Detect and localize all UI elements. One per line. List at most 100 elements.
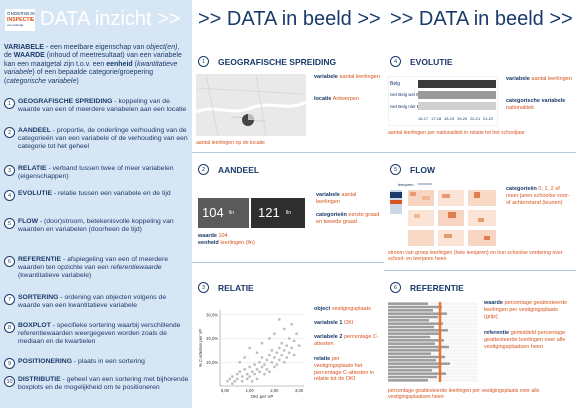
label-key: categorische variabele [506, 98, 566, 104]
card-separator [384, 152, 576, 153]
card-title-relatie: RELATIE [218, 283, 254, 293]
card-number-badge: 1 [198, 56, 209, 67]
scatter-point [245, 377, 249, 381]
aandeel-label-4: eenheid leerlingen (lln) [198, 240, 308, 247]
referentie-row-bg [388, 369, 478, 372]
label-key: waarde [484, 300, 503, 306]
flow-caption: stroom van groep leerlingen (hele leerja… [388, 250, 563, 263]
y-axis-label: % C-attesten per VP [198, 329, 203, 367]
column3-title: >> DATA in beeld >> [390, 8, 573, 30]
referentie-caption: percentage geattesteerde leerlingen per … [388, 388, 540, 401]
card-separator [192, 152, 384, 153]
evolutie-col-label: 18-19 [444, 116, 455, 121]
label-key: referentie [484, 330, 510, 336]
referentie-row-bg [388, 302, 478, 305]
evolutie-col-label: 20-21 [470, 116, 481, 121]
y-tick-label: 20,0% [206, 336, 218, 341]
scatter-point [277, 318, 281, 321]
referentie-bar [388, 349, 440, 352]
referentie-bar [388, 319, 429, 322]
label-value: aantal leerlingen [529, 76, 572, 82]
number-badge: 9 [4, 358, 15, 369]
definition-text: - verband tussen twee of meer variabelen… [18, 165, 174, 181]
number-badge: 10 [4, 376, 15, 387]
definition-text: - specifieke sortering waarbij verschill… [18, 322, 181, 346]
column2-title: >> DATA in beeld >> [198, 8, 381, 30]
definition-text: - plaats in een sortering [72, 358, 145, 365]
intro-paragraph: VARIABELE - een meetbare eigenschap van … [4, 44, 188, 86]
card-title-flow: FLOW [410, 165, 436, 175]
scatter-point [263, 372, 266, 376]
label-key: eenheid [198, 240, 219, 246]
aandeel-value-2: 121 [258, 205, 280, 220]
label-key: relatie [314, 356, 331, 362]
label-key: categorieën [316, 212, 347, 218]
aandeel-unit-2: lln [286, 210, 292, 216]
label-value: 104 [216, 233, 228, 239]
column-data-in-beeld-1: >> DATA in beeld >> 1 GEOGRAFISCHE SPREI… [192, 0, 384, 408]
scatter-point [270, 348, 274, 352]
scatter-point [290, 322, 294, 326]
scatter-point [243, 367, 247, 371]
scatter-point [253, 363, 256, 367]
scatter-point [260, 341, 264, 345]
definition-term: REFERENTIE [18, 256, 62, 263]
scatter-point [226, 379, 229, 383]
label-value: OKI [342, 320, 354, 326]
referentie-bar [388, 345, 449, 349]
scatter-point [260, 356, 264, 359]
scatter-point [258, 370, 261, 374]
number-badge: 5 [4, 218, 15, 229]
relatie-label-4: relatie per vestigingsplaats het percent… [314, 356, 380, 383]
scatter-point [263, 363, 266, 367]
referentie-bar [388, 322, 443, 325]
label-value: nationaliteit [506, 104, 534, 111]
card-number-badge: 5 [390, 164, 401, 175]
scatter-point [258, 360, 261, 364]
definition-text: - geheel van een sortering met bijhorend… [18, 376, 189, 392]
number-badge: 4 [4, 190, 15, 201]
evolutie-row-label: niet Belg niet EU [390, 104, 423, 109]
definition-text: - (door)stroom, betekenisvolle koppeling… [18, 218, 174, 234]
definition-text: - ordening van objecten volgens de waard… [18, 294, 167, 310]
scatter-point [255, 351, 259, 355]
scatter-point [268, 337, 271, 340]
evolutie-col-label: 19-20 [457, 116, 468, 121]
referentie-bar [388, 302, 428, 305]
logo-line1: ONDERWIJS [7, 11, 36, 16]
scatter-point [272, 365, 276, 369]
card-separator [192, 262, 384, 263]
referentie-bar [388, 365, 441, 369]
scatter-point [265, 358, 269, 362]
referentie-bar [388, 355, 445, 359]
inspectie-logo: ONDERWIJS INSPECTIE ocw onderwijs [5, 9, 35, 31]
referentie-bar [388, 352, 431, 355]
scatter-point [268, 370, 271, 374]
scatter-point [253, 372, 256, 376]
scatter-point [255, 367, 259, 371]
label-value: leerlingen (lln) [218, 240, 255, 246]
aandeel-label-1: variabele aantal leerlingen [316, 192, 380, 206]
card-number-badge: 6 [390, 282, 401, 293]
referentie-bar-chart [388, 302, 478, 382]
evolutie-caption: aantal leerlingen per nationaliteit in r… [388, 130, 525, 136]
geo-caption: aantal leerlingen op de locatie [196, 140, 265, 146]
referentie-bar [388, 379, 428, 382]
referentie-row-bg [388, 319, 478, 322]
scatter-point [280, 341, 284, 345]
card-title-referentie: REFERENTIE [410, 283, 464, 293]
label-key: categorieën [506, 186, 537, 192]
number-badge: 7 [4, 294, 15, 305]
intro-text: - een meetbare eigenschap van [43, 44, 147, 51]
scatter-point [250, 370, 254, 374]
referentie-bar [388, 359, 436, 362]
scatter-point [240, 379, 244, 383]
y-tick-label: 10,0% [206, 360, 218, 365]
scatter-point [245, 372, 249, 376]
scatter-point [228, 377, 232, 381]
aandeel-label-3: waarde 104 [198, 233, 308, 240]
scatter-point [285, 344, 289, 348]
aandeel-unit-1: lln [229, 210, 235, 216]
scatter-point [280, 353, 284, 357]
referentie-bar [388, 309, 433, 312]
